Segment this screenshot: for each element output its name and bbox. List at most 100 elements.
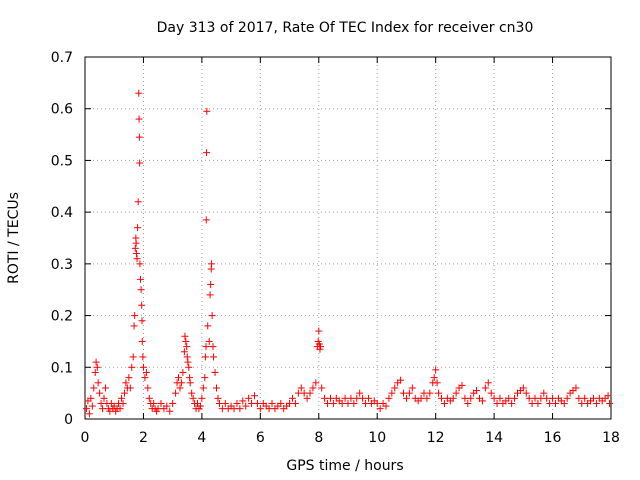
data-point — [385, 394, 393, 402]
data-point — [572, 384, 580, 392]
data-point — [317, 343, 325, 351]
data-point — [154, 405, 162, 413]
data-point — [531, 394, 539, 402]
data-point — [135, 115, 143, 123]
data-point — [543, 394, 551, 402]
data-point — [203, 149, 211, 157]
data-point — [210, 353, 218, 361]
data-point — [92, 358, 100, 366]
data-point — [166, 407, 174, 415]
data-point — [201, 353, 209, 361]
data-point — [362, 399, 370, 407]
data-point — [203, 107, 211, 115]
data-point — [452, 389, 460, 397]
data-points — [82, 89, 614, 418]
data-point — [101, 384, 109, 392]
data-point — [364, 394, 372, 402]
data-point — [505, 394, 513, 402]
data-point — [120, 389, 128, 397]
data-point — [176, 384, 184, 392]
data-point — [177, 379, 185, 387]
y-tick-label: 0 — [64, 412, 73, 428]
data-point — [312, 379, 320, 387]
data-point — [440, 399, 448, 407]
data-point — [318, 384, 326, 392]
data-point — [116, 405, 124, 413]
axis-ticks: 0 2 4 6 8 10 12 14 16 18 0 0.1 0.2 0.3 0.4 0.5 0.6 0.7 — [51, 50, 620, 446]
data-point — [376, 405, 384, 413]
data-point — [546, 399, 554, 407]
data-point — [438, 394, 446, 402]
data-point — [134, 224, 142, 232]
grid — [85, 57, 611, 419]
x-tick-label: 8 — [314, 430, 323, 446]
data-point — [309, 384, 317, 392]
data-point — [139, 363, 147, 371]
data-point — [172, 389, 180, 397]
data-point — [132, 250, 140, 258]
data-point — [417, 394, 425, 402]
y-tick-label: 0.6 — [51, 102, 73, 118]
data-point — [96, 389, 104, 397]
data-point — [239, 397, 247, 405]
data-point — [373, 399, 381, 407]
data-point — [202, 216, 210, 224]
data-point — [432, 366, 440, 374]
data-point — [138, 317, 146, 325]
data-point — [157, 399, 165, 407]
data-point — [180, 348, 188, 356]
data-point — [138, 337, 146, 345]
data-point — [350, 399, 358, 407]
data-point — [604, 392, 612, 400]
data-point — [356, 389, 364, 397]
data-point — [549, 394, 557, 402]
data-point — [182, 337, 190, 345]
data-point — [145, 394, 153, 402]
data-point — [209, 343, 217, 351]
data-point — [88, 402, 96, 410]
data-point — [461, 394, 469, 402]
data-point — [163, 402, 171, 410]
data-point — [487, 389, 495, 397]
data-point — [208, 260, 216, 268]
data-point — [125, 374, 133, 382]
data-point — [490, 394, 498, 402]
data-point — [236, 405, 244, 413]
data-point — [329, 399, 337, 407]
data-point — [391, 384, 399, 392]
data-point — [408, 384, 416, 392]
data-point — [338, 399, 346, 407]
data-point — [118, 394, 126, 402]
data-point — [131, 312, 139, 320]
x-tick-label: 6 — [256, 430, 265, 446]
data-point — [242, 402, 250, 410]
data-point — [560, 399, 568, 407]
data-point — [135, 89, 143, 97]
data-point — [589, 394, 597, 402]
data-point — [458, 381, 466, 389]
data-point — [144, 384, 152, 392]
data-point — [136, 260, 144, 268]
data-point — [581, 394, 589, 402]
data-point — [208, 312, 216, 320]
data-point — [94, 379, 102, 387]
data-point — [137, 275, 145, 283]
data-point — [326, 394, 334, 402]
data-point — [213, 384, 220, 392]
data-point — [400, 389, 408, 397]
data-point — [253, 399, 261, 407]
data-point — [430, 374, 438, 382]
data-point — [141, 374, 149, 382]
data-point — [496, 394, 504, 402]
data-point — [181, 332, 189, 340]
data-point — [277, 399, 285, 407]
data-point — [288, 394, 296, 402]
data-point — [449, 394, 457, 402]
data-point — [435, 389, 443, 397]
data-point — [303, 394, 311, 402]
data-point — [119, 399, 127, 407]
data-point — [221, 399, 229, 407]
data-point — [324, 399, 332, 407]
data-point — [522, 389, 530, 397]
